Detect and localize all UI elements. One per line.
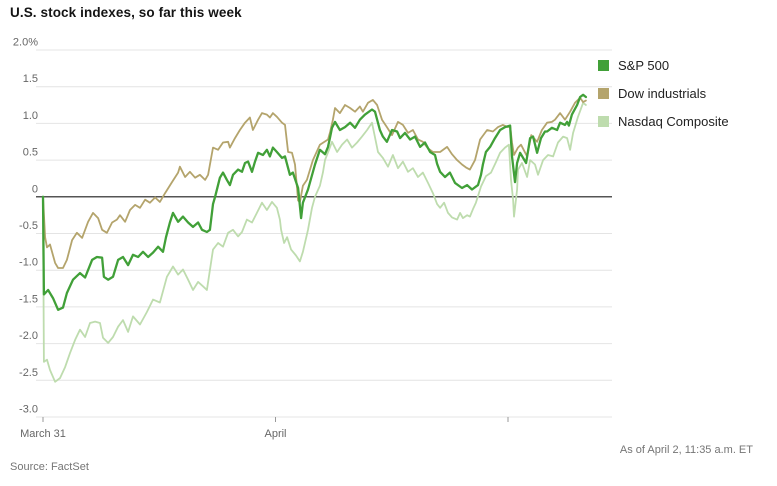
series-line-dow-industrials	[42, 96, 587, 269]
y-axis-tick-label: -1.5	[19, 293, 38, 305]
chart-title: U.S. stock indexes, so far this week	[10, 5, 242, 20]
y-axis-tick-label: 1.5	[23, 73, 38, 85]
legend-label-dow: Dow industrials	[618, 85, 707, 101]
as-of-timestamp: As of April 2, 11:35 a.m. ET	[619, 444, 753, 456]
series-line-s-p-500	[41, 93, 588, 311]
legend-item-sp500: S&P 500	[598, 51, 729, 79]
y-axis-tick-label: 0.5	[23, 147, 38, 159]
dow-swatch-icon	[598, 87, 609, 99]
x-axis-tick-label: March 31	[20, 428, 66, 440]
sp500-swatch-icon	[598, 59, 609, 71]
source-note: Source: FactSet	[10, 461, 89, 473]
nasdaq-swatch-icon	[598, 115, 609, 127]
y-axis-tick-label: -3.0	[19, 404, 38, 416]
y-axis-tick-label: -0.5	[19, 220, 38, 232]
y-axis-tick-label: 2.0%	[13, 37, 38, 49]
legend-item-nasdaq: Nasdaq Composite	[598, 107, 729, 135]
y-axis-tick-label: -1.0	[19, 257, 38, 269]
y-axis-tick-label: -2.0	[19, 330, 38, 342]
legend-label-sp500: S&P 500	[618, 57, 670, 73]
legend-label-nasdaq: Nasdaq Composite	[618, 113, 729, 129]
legend-item-dow: Dow industrials	[598, 79, 729, 107]
legend: S&P 500 Dow industrials Nasdaq Composite	[598, 51, 729, 135]
y-axis-tick-label: 1.0	[23, 110, 38, 122]
x-axis-tick-label: April	[264, 428, 286, 440]
series-line-nasdaq-composite	[42, 101, 587, 383]
y-axis-tick-label: -2.5	[19, 367, 38, 379]
y-axis-tick-label: 0	[32, 183, 38, 195]
